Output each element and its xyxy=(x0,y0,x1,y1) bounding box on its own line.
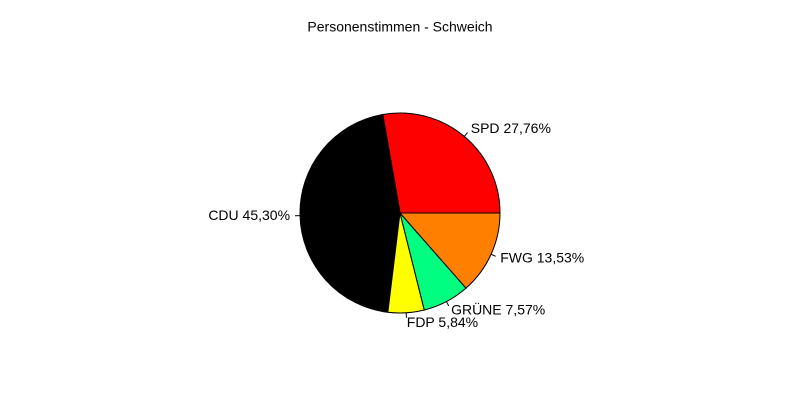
slice-name: SPD xyxy=(471,119,500,135)
leader-line xyxy=(445,301,450,307)
slice-value: 5,84% xyxy=(438,313,478,329)
slice-label: CDU 45,30% xyxy=(208,207,290,223)
slice-label: GRÜNE 7,57% xyxy=(451,300,545,317)
slice-value: 45,30% xyxy=(243,207,290,223)
slice-name: GRÜNE xyxy=(451,300,502,317)
slice-name: FWG xyxy=(500,249,533,265)
pie-slice xyxy=(382,112,501,214)
chart-title: Personenstimmen - Schweich xyxy=(307,19,492,35)
slice-label: FDP 5,84% xyxy=(407,313,478,329)
slice-name: CDU xyxy=(208,207,238,223)
pie-slice xyxy=(398,212,501,289)
leader-line xyxy=(463,132,468,137)
slice-value: 27,76% xyxy=(503,119,550,135)
slice-value: 13,53% xyxy=(537,249,584,265)
slice-value: 7,57% xyxy=(506,301,546,317)
slice-label: FWG 13,53% xyxy=(500,249,584,265)
pie-slice xyxy=(299,113,401,313)
leader-line xyxy=(490,253,496,257)
slice-label: SPD 27,76% xyxy=(471,119,551,135)
slice-name: FDP xyxy=(407,313,435,329)
